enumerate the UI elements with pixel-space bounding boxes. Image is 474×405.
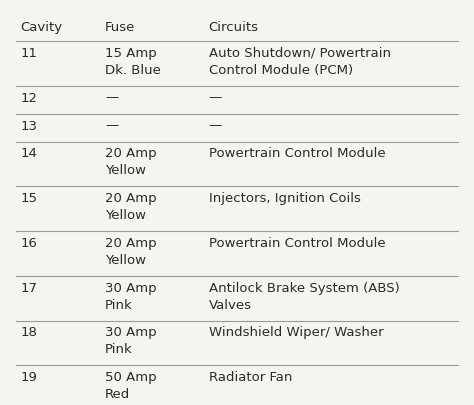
Text: —: —	[209, 119, 222, 132]
Text: 15 Amp
Dk. Blue: 15 Amp Dk. Blue	[105, 47, 161, 77]
Text: Auto Shutdown/ Powertrain
Control Module (PCM): Auto Shutdown/ Powertrain Control Module…	[209, 47, 391, 77]
Text: 16: 16	[20, 236, 37, 249]
Text: 20 Amp
Yellow: 20 Amp Yellow	[105, 147, 157, 177]
Text: 50 Amp
Red: 50 Amp Red	[105, 370, 157, 400]
Text: 14: 14	[20, 147, 37, 160]
Text: —: —	[105, 91, 118, 104]
Text: Circuits: Circuits	[209, 21, 259, 34]
Text: Fuse: Fuse	[105, 21, 136, 34]
Text: 18: 18	[20, 325, 37, 338]
Text: Antilock Brake System (ABS)
Valves: Antilock Brake System (ABS) Valves	[209, 281, 400, 311]
Text: 30 Amp
Pink: 30 Amp Pink	[105, 325, 157, 355]
Text: 19: 19	[20, 370, 37, 383]
Text: Windshield Wiper/ Washer: Windshield Wiper/ Washer	[209, 325, 383, 338]
Text: Injectors, Ignition Coils: Injectors, Ignition Coils	[209, 192, 361, 205]
Text: Powertrain Control Module: Powertrain Control Module	[209, 236, 385, 249]
Text: 17: 17	[20, 281, 37, 294]
Text: 13: 13	[20, 119, 37, 132]
Text: 12: 12	[20, 91, 37, 104]
Text: 20 Amp
Yellow: 20 Amp Yellow	[105, 192, 157, 222]
Text: Radiator Fan: Radiator Fan	[209, 370, 292, 383]
Text: —: —	[105, 119, 118, 132]
Text: —: —	[209, 91, 222, 104]
Text: 30 Amp
Pink: 30 Amp Pink	[105, 281, 157, 311]
Text: Powertrain Control Module: Powertrain Control Module	[209, 147, 385, 160]
Text: 20 Amp
Yellow: 20 Amp Yellow	[105, 236, 157, 266]
Text: Cavity: Cavity	[20, 21, 63, 34]
Text: 11: 11	[20, 47, 37, 60]
Text: 15: 15	[20, 192, 37, 205]
